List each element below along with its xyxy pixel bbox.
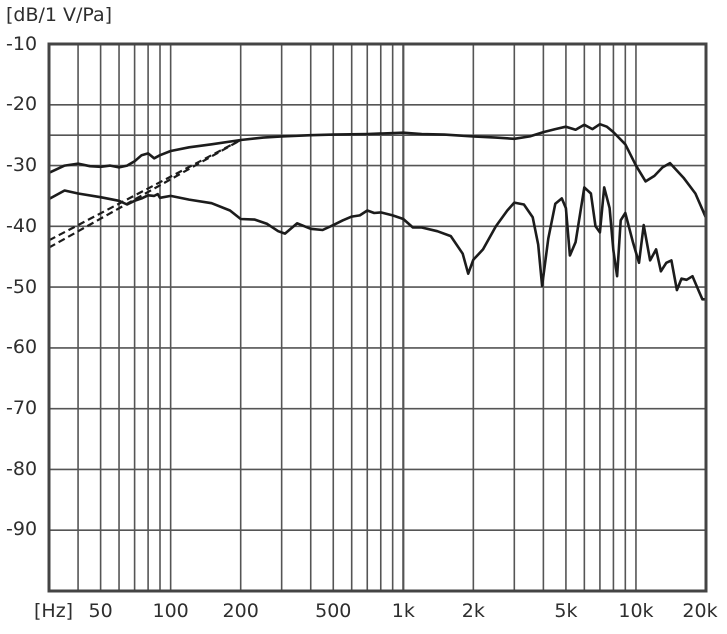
y-tick-label: -30 (6, 154, 38, 176)
dashed-1-curve (48, 139, 242, 242)
dashed-2-curve (48, 139, 242, 249)
x-tick-label: 1k (391, 600, 415, 622)
y-tick-label: -20 (6, 93, 38, 115)
x-axis-unit-label: [Hz] (34, 600, 74, 622)
x-tick-label: 20k (682, 600, 718, 622)
y-tick-label: -80 (6, 458, 38, 480)
y-tick-label: -10 (6, 33, 38, 55)
y-tick-label: -50 (6, 276, 38, 298)
x-tick-label: 100 (152, 600, 189, 622)
y-axis-unit-label: [dB/1 V/Pa] (6, 4, 113, 26)
y-tick-label: -60 (6, 336, 38, 358)
y-tick-label: -40 (6, 215, 38, 237)
off-axis-curve (48, 186, 706, 301)
y-tick-label: -70 (6, 397, 38, 419)
x-tick-label: 10k (618, 600, 654, 622)
x-tick-label: 500 (315, 600, 352, 622)
response-curves (48, 122, 708, 301)
x-tick-label: 2k (461, 600, 485, 622)
x-tick-label: 50 (88, 600, 113, 622)
plot-frame (47, 42, 708, 593)
on-axis-curve (48, 122, 708, 219)
y-tick-label: -90 (6, 518, 38, 540)
x-tick-label: 200 (222, 600, 259, 622)
x-tick-label: 5k (554, 600, 578, 622)
